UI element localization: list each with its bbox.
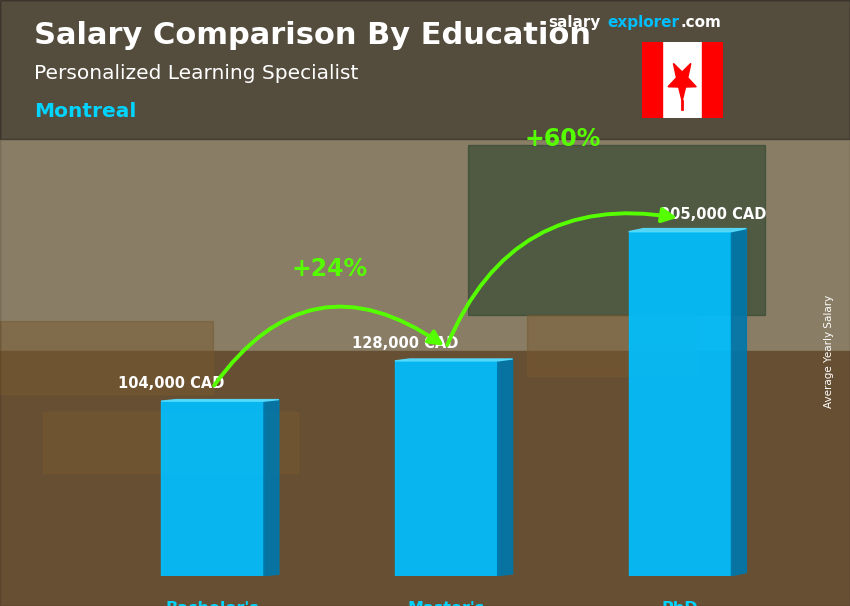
Text: PhD: PhD: [661, 601, 699, 606]
Bar: [0, 0, 850, 351]
Text: Master's
Degree: Master's Degree: [408, 601, 484, 606]
Bar: [394, 361, 498, 576]
Bar: [0, 351, 850, 606]
Text: Montreal: Montreal: [34, 102, 136, 121]
Text: Bachelor's
Degree: Bachelor's Degree: [166, 601, 259, 606]
Polygon shape: [628, 228, 746, 231]
Bar: [527, 315, 697, 376]
Text: Average Yearly Salary: Average Yearly Salary: [824, 295, 834, 408]
Text: explorer: explorer: [607, 15, 679, 30]
Polygon shape: [161, 399, 279, 401]
Bar: [702, 42, 722, 118]
Bar: [0, 321, 212, 394]
Polygon shape: [394, 359, 513, 361]
Text: 205,000 CAD: 205,000 CAD: [660, 207, 767, 222]
Text: 104,000 CAD: 104,000 CAD: [118, 376, 224, 391]
Polygon shape: [731, 228, 746, 576]
Text: Personalized Learning Specialist: Personalized Learning Specialist: [34, 64, 359, 82]
Text: +60%: +60%: [525, 127, 601, 152]
Bar: [628, 231, 731, 576]
Bar: [468, 145, 765, 315]
Text: salary: salary: [548, 15, 601, 30]
Polygon shape: [497, 359, 513, 576]
Bar: [642, 42, 662, 118]
Text: Salary Comparison By Education: Salary Comparison By Education: [34, 21, 591, 50]
Text: 128,000 CAD: 128,000 CAD: [352, 336, 458, 351]
Bar: [0, 0, 850, 139]
Text: +24%: +24%: [292, 256, 367, 281]
Bar: [161, 401, 264, 576]
Polygon shape: [668, 64, 696, 101]
Text: .com: .com: [680, 15, 721, 30]
Bar: [42, 412, 298, 473]
Polygon shape: [264, 399, 279, 576]
